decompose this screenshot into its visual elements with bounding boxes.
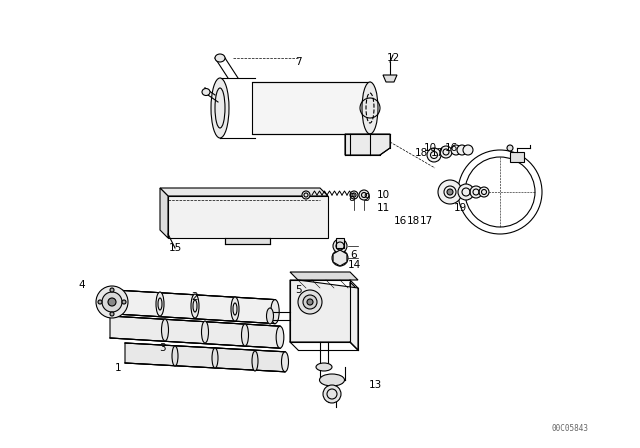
Circle shape <box>463 145 473 155</box>
Circle shape <box>102 292 122 312</box>
Circle shape <box>458 184 474 200</box>
Text: 2: 2 <box>192 292 198 302</box>
Bar <box>510 152 524 162</box>
Text: 12: 12 <box>387 53 399 63</box>
Polygon shape <box>110 316 280 348</box>
Ellipse shape <box>316 363 332 371</box>
Ellipse shape <box>215 54 225 62</box>
Bar <box>252 82 370 134</box>
Polygon shape <box>160 188 168 238</box>
Polygon shape <box>290 280 358 350</box>
Text: 13: 13 <box>369 380 381 390</box>
Ellipse shape <box>319 374 344 386</box>
Text: 17: 17 <box>419 216 433 226</box>
Ellipse shape <box>161 319 168 341</box>
Circle shape <box>451 145 461 155</box>
Circle shape <box>333 239 347 253</box>
Circle shape <box>470 186 482 198</box>
Ellipse shape <box>191 294 199 318</box>
Circle shape <box>447 189 453 195</box>
Polygon shape <box>333 250 347 266</box>
Ellipse shape <box>156 292 164 316</box>
Text: 6: 6 <box>351 250 357 260</box>
Ellipse shape <box>211 78 229 138</box>
Circle shape <box>457 145 467 155</box>
Circle shape <box>98 300 102 304</box>
Circle shape <box>350 191 358 199</box>
Circle shape <box>110 288 114 292</box>
Circle shape <box>427 148 441 162</box>
Text: 19: 19 <box>453 203 467 213</box>
Ellipse shape <box>241 324 248 346</box>
Text: 7: 7 <box>294 57 301 67</box>
Text: 14: 14 <box>348 260 360 270</box>
Ellipse shape <box>252 351 258 371</box>
Ellipse shape <box>231 297 239 321</box>
Circle shape <box>359 190 369 200</box>
Text: 16: 16 <box>394 216 406 226</box>
Polygon shape <box>115 290 275 323</box>
Text: 3: 3 <box>159 343 165 353</box>
Text: 9: 9 <box>364 193 371 203</box>
Circle shape <box>507 145 513 151</box>
Text: 00C05843: 00C05843 <box>552 423 589 432</box>
Text: 15: 15 <box>168 243 182 253</box>
Ellipse shape <box>282 352 289 372</box>
Polygon shape <box>125 343 285 372</box>
Polygon shape <box>225 238 270 244</box>
Text: 8: 8 <box>349 193 355 203</box>
Text: 4: 4 <box>79 280 85 290</box>
Polygon shape <box>168 196 328 238</box>
Bar <box>336 238 344 248</box>
Polygon shape <box>350 282 358 350</box>
Text: 18: 18 <box>406 216 420 226</box>
Text: 18: 18 <box>414 148 428 158</box>
Text: 5: 5 <box>294 285 301 295</box>
Circle shape <box>122 300 126 304</box>
Text: 1: 1 <box>115 363 122 373</box>
Text: 10: 10 <box>424 143 436 153</box>
Ellipse shape <box>276 326 284 348</box>
Circle shape <box>332 250 348 266</box>
Text: 17: 17 <box>430 148 444 158</box>
Circle shape <box>298 290 322 314</box>
Circle shape <box>108 298 116 306</box>
Text: 16: 16 <box>444 143 458 153</box>
Circle shape <box>438 180 462 204</box>
Ellipse shape <box>202 89 210 95</box>
Ellipse shape <box>172 346 178 366</box>
Polygon shape <box>345 134 390 155</box>
Polygon shape <box>383 75 397 82</box>
Text: 10: 10 <box>376 190 390 200</box>
Ellipse shape <box>202 321 209 343</box>
Ellipse shape <box>266 308 273 324</box>
Circle shape <box>110 312 114 316</box>
Polygon shape <box>160 188 328 196</box>
Ellipse shape <box>212 348 218 368</box>
Circle shape <box>96 286 128 318</box>
Circle shape <box>323 385 341 403</box>
Ellipse shape <box>362 82 378 134</box>
Circle shape <box>302 191 310 199</box>
Polygon shape <box>290 272 358 280</box>
Circle shape <box>440 146 452 158</box>
Circle shape <box>307 299 313 305</box>
Circle shape <box>303 295 317 309</box>
Text: 11: 11 <box>376 203 390 213</box>
Circle shape <box>479 187 489 197</box>
Ellipse shape <box>271 300 279 323</box>
